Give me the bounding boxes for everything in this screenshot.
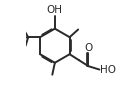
Text: OH: OH	[47, 5, 63, 15]
Text: HO: HO	[100, 65, 116, 75]
Text: O: O	[84, 43, 92, 53]
